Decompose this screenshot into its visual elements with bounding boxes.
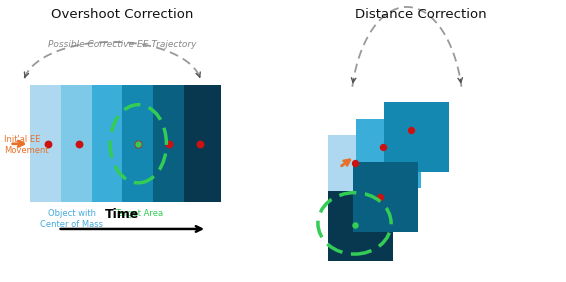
Text: Object with
Center of Mass: Object with Center of Mass — [40, 210, 103, 229]
Bar — [185, 85, 221, 202]
Point — [44, 142, 53, 146]
Point — [350, 161, 359, 166]
Point — [165, 142, 174, 146]
Bar — [353, 162, 418, 232]
Bar — [384, 102, 449, 172]
Point — [378, 144, 387, 149]
Point — [406, 127, 415, 132]
Bar — [153, 85, 190, 202]
Bar — [61, 85, 97, 202]
Point — [75, 142, 84, 146]
Bar — [356, 119, 421, 188]
Point — [350, 222, 359, 227]
Text: Time: Time — [105, 208, 140, 221]
Text: Init'al EE
Movement: Init'al EE Movement — [4, 135, 49, 155]
Point — [134, 142, 143, 146]
Text: Distance Correction: Distance Correction — [355, 8, 487, 21]
Point — [375, 195, 384, 199]
Text: Target Area: Target Area — [115, 210, 164, 219]
Text: Overshoot Correction: Overshoot Correction — [52, 8, 194, 21]
Bar — [122, 85, 159, 202]
Bar — [328, 135, 393, 205]
Text: Possible Corrective EE Trajectory: Possible Corrective EE Trajectory — [48, 40, 197, 49]
Point — [196, 142, 205, 146]
Bar — [328, 191, 393, 261]
Point — [134, 142, 143, 146]
Bar — [29, 85, 66, 202]
Bar — [92, 85, 128, 202]
